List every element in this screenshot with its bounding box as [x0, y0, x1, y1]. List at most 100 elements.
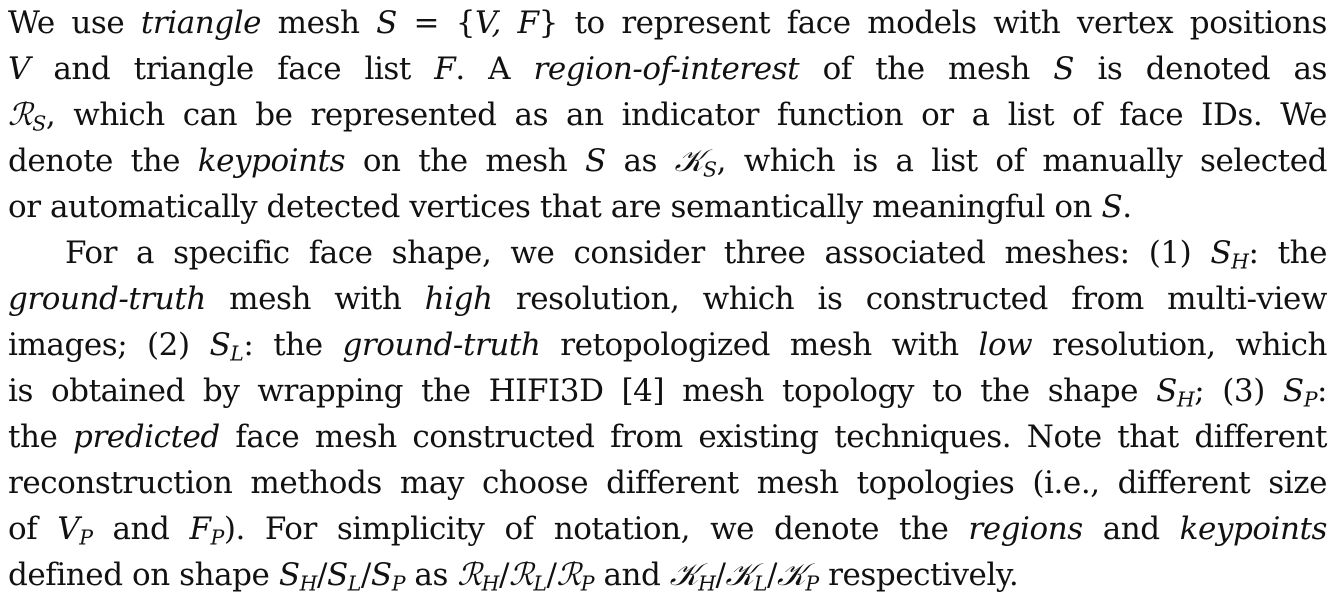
math-or-emphasis-run: 𝒦: [725, 557, 755, 593]
math-subscript: H: [299, 571, 318, 596]
text-run: For a specific face shape, we consider t…: [65, 235, 1211, 271]
text-run: : the: [1248, 235, 1328, 271]
text-run: reconstruction methods may choose differ…: [8, 465, 1327, 501]
math-subscript: P: [580, 571, 595, 596]
text-run: We use: [8, 5, 141, 41]
text-line: images; (2) SL: the ground-truth retopol…: [8, 322, 1327, 368]
text-line: denote the keypoints on the mesh S as 𝒦S…: [8, 138, 1327, 184]
text-run: /: [546, 557, 557, 593]
text-line: ℛS, which can be represented as an indic…: [8, 92, 1327, 138]
math-or-emphasis-run: S: [584, 143, 606, 179]
math-or-emphasis-run: low: [978, 327, 1033, 363]
math-or-emphasis-run: regions: [968, 511, 1083, 547]
text-run: of: [8, 511, 58, 547]
text-run: , which is a list of manually selected: [716, 143, 1328, 179]
text-run: mesh: [261, 5, 377, 41]
math-or-emphasis-run: high: [424, 281, 493, 317]
text-line: of VP and FP). For simplicity of notatio…: [8, 506, 1327, 552]
text-run: /: [767, 557, 778, 593]
text-run: , which can be represented as an indicat…: [45, 97, 1328, 133]
math-subscript: P: [210, 525, 225, 550]
text-run: and: [594, 557, 670, 593]
text-run: /: [317, 557, 327, 593]
text-run: /: [499, 557, 510, 593]
math-subscript: P: [1303, 387, 1318, 412]
text-run: the: [8, 419, 74, 455]
text-run: as: [605, 143, 675, 179]
text-line: the predicted face mesh constructed from…: [8, 414, 1327, 460]
math-or-emphasis-run: V, F: [474, 5, 539, 41]
text-run: images; (2): [8, 327, 210, 363]
math-or-emphasis-run: V: [8, 51, 30, 87]
math-or-emphasis-run: S: [1282, 373, 1304, 409]
text-run: /: [715, 557, 726, 593]
text-line: We use triangle mesh S = {V, F} to repre…: [8, 0, 1327, 46]
math-or-emphasis-run: keypoints: [197, 143, 346, 179]
math-or-emphasis-run: 𝒦: [777, 557, 806, 593]
text-run: : the: [243, 327, 343, 363]
math-or-emphasis-run: ℛ: [457, 557, 482, 593]
text-run: resolution, which: [1032, 327, 1327, 363]
math-subscript: P: [805, 571, 819, 596]
text-run: is obtained by wrapping the HIFI3D [4] m…: [8, 373, 1157, 409]
math-or-emphasis-run: ℛ: [8, 97, 33, 133]
math-subscript: H: [481, 571, 500, 596]
text-line: For a specific face shape, we consider t…: [8, 230, 1327, 276]
text-line: reconstruction methods may choose differ…: [8, 460, 1327, 506]
math-subscript: S: [32, 111, 46, 136]
text-run: or automatically detected vertices that …: [8, 189, 1102, 225]
paragraph-associated-meshes: For a specific face shape, we consider t…: [8, 230, 1327, 598]
math-or-emphasis-run: S: [278, 557, 300, 593]
text-run: and: [1082, 511, 1180, 547]
text-run: .: [1122, 189, 1132, 225]
math-or-emphasis-run: F: [434, 51, 456, 87]
text-run: of the mesh: [799, 51, 1054, 87]
text-run: resolution, which is constructed from mu…: [492, 281, 1328, 317]
text-line: is obtained by wrapping the HIFI3D [4] m…: [8, 368, 1327, 414]
text-line: V and triangle face list F. A region-of-…: [8, 46, 1327, 92]
math-or-emphasis-run: F: [189, 511, 211, 547]
text-run: mesh with: [205, 281, 425, 317]
math-or-emphasis-run: S: [1210, 235, 1232, 271]
math-or-emphasis-run: predicted: [73, 419, 220, 455]
text-run: /: [360, 557, 371, 593]
text-line: ground-truth mesh with high resolution, …: [8, 276, 1327, 322]
math-subscript: P: [79, 525, 93, 550]
text-run: . A: [455, 51, 534, 87]
math-or-emphasis-run: S: [327, 557, 348, 593]
math-or-emphasis-run: 𝒦: [669, 557, 699, 593]
math-or-emphasis-run: triangle: [140, 5, 262, 41]
math-subscript: L: [230, 341, 244, 366]
math-or-emphasis-run: S: [370, 557, 392, 593]
math-or-emphasis-run: region-of-interest: [533, 51, 800, 87]
text-run: ; (3): [1194, 373, 1283, 409]
text-run: denote the: [8, 143, 198, 179]
text-run: as: [405, 557, 458, 593]
math-subscript: L: [533, 571, 547, 596]
text-run: and: [92, 511, 190, 547]
text-run: :: [1317, 373, 1327, 409]
text-run: and triangle face list: [29, 51, 435, 87]
math-subscript: H: [1231, 249, 1249, 274]
math-subscript: S: [703, 157, 717, 182]
text-line: or automatically detected vertices that …: [8, 184, 1327, 230]
text-run: respectively.: [818, 557, 1019, 593]
math-subscript: H: [698, 571, 716, 596]
text-run: defined on shape: [8, 557, 279, 593]
math-subscript: L: [347, 571, 362, 596]
text-run: on the mesh: [345, 143, 585, 179]
text-run: = {: [396, 5, 476, 41]
math-or-emphasis-run: ℛ: [509, 557, 534, 593]
math-subscript: P: [391, 571, 406, 596]
text-run: ). For simplicity of notation, we denote…: [223, 511, 969, 547]
math-subscript: H: [1176, 387, 1195, 412]
text-run: } to represent face models with vertex p…: [538, 5, 1328, 41]
math-or-emphasis-run: S: [1101, 189, 1123, 225]
math-or-emphasis-run: S: [209, 327, 231, 363]
paragraph-mesh-notation: We use triangle mesh S = {V, F} to repre…: [8, 0, 1327, 230]
math-subscript: L: [753, 571, 768, 596]
math-or-emphasis-run: 𝒦: [674, 143, 704, 179]
math-or-emphasis-run: S: [376, 5, 397, 41]
math-or-emphasis-run: S: [1053, 51, 1075, 87]
text-run: retopologized mesh with: [540, 327, 979, 363]
